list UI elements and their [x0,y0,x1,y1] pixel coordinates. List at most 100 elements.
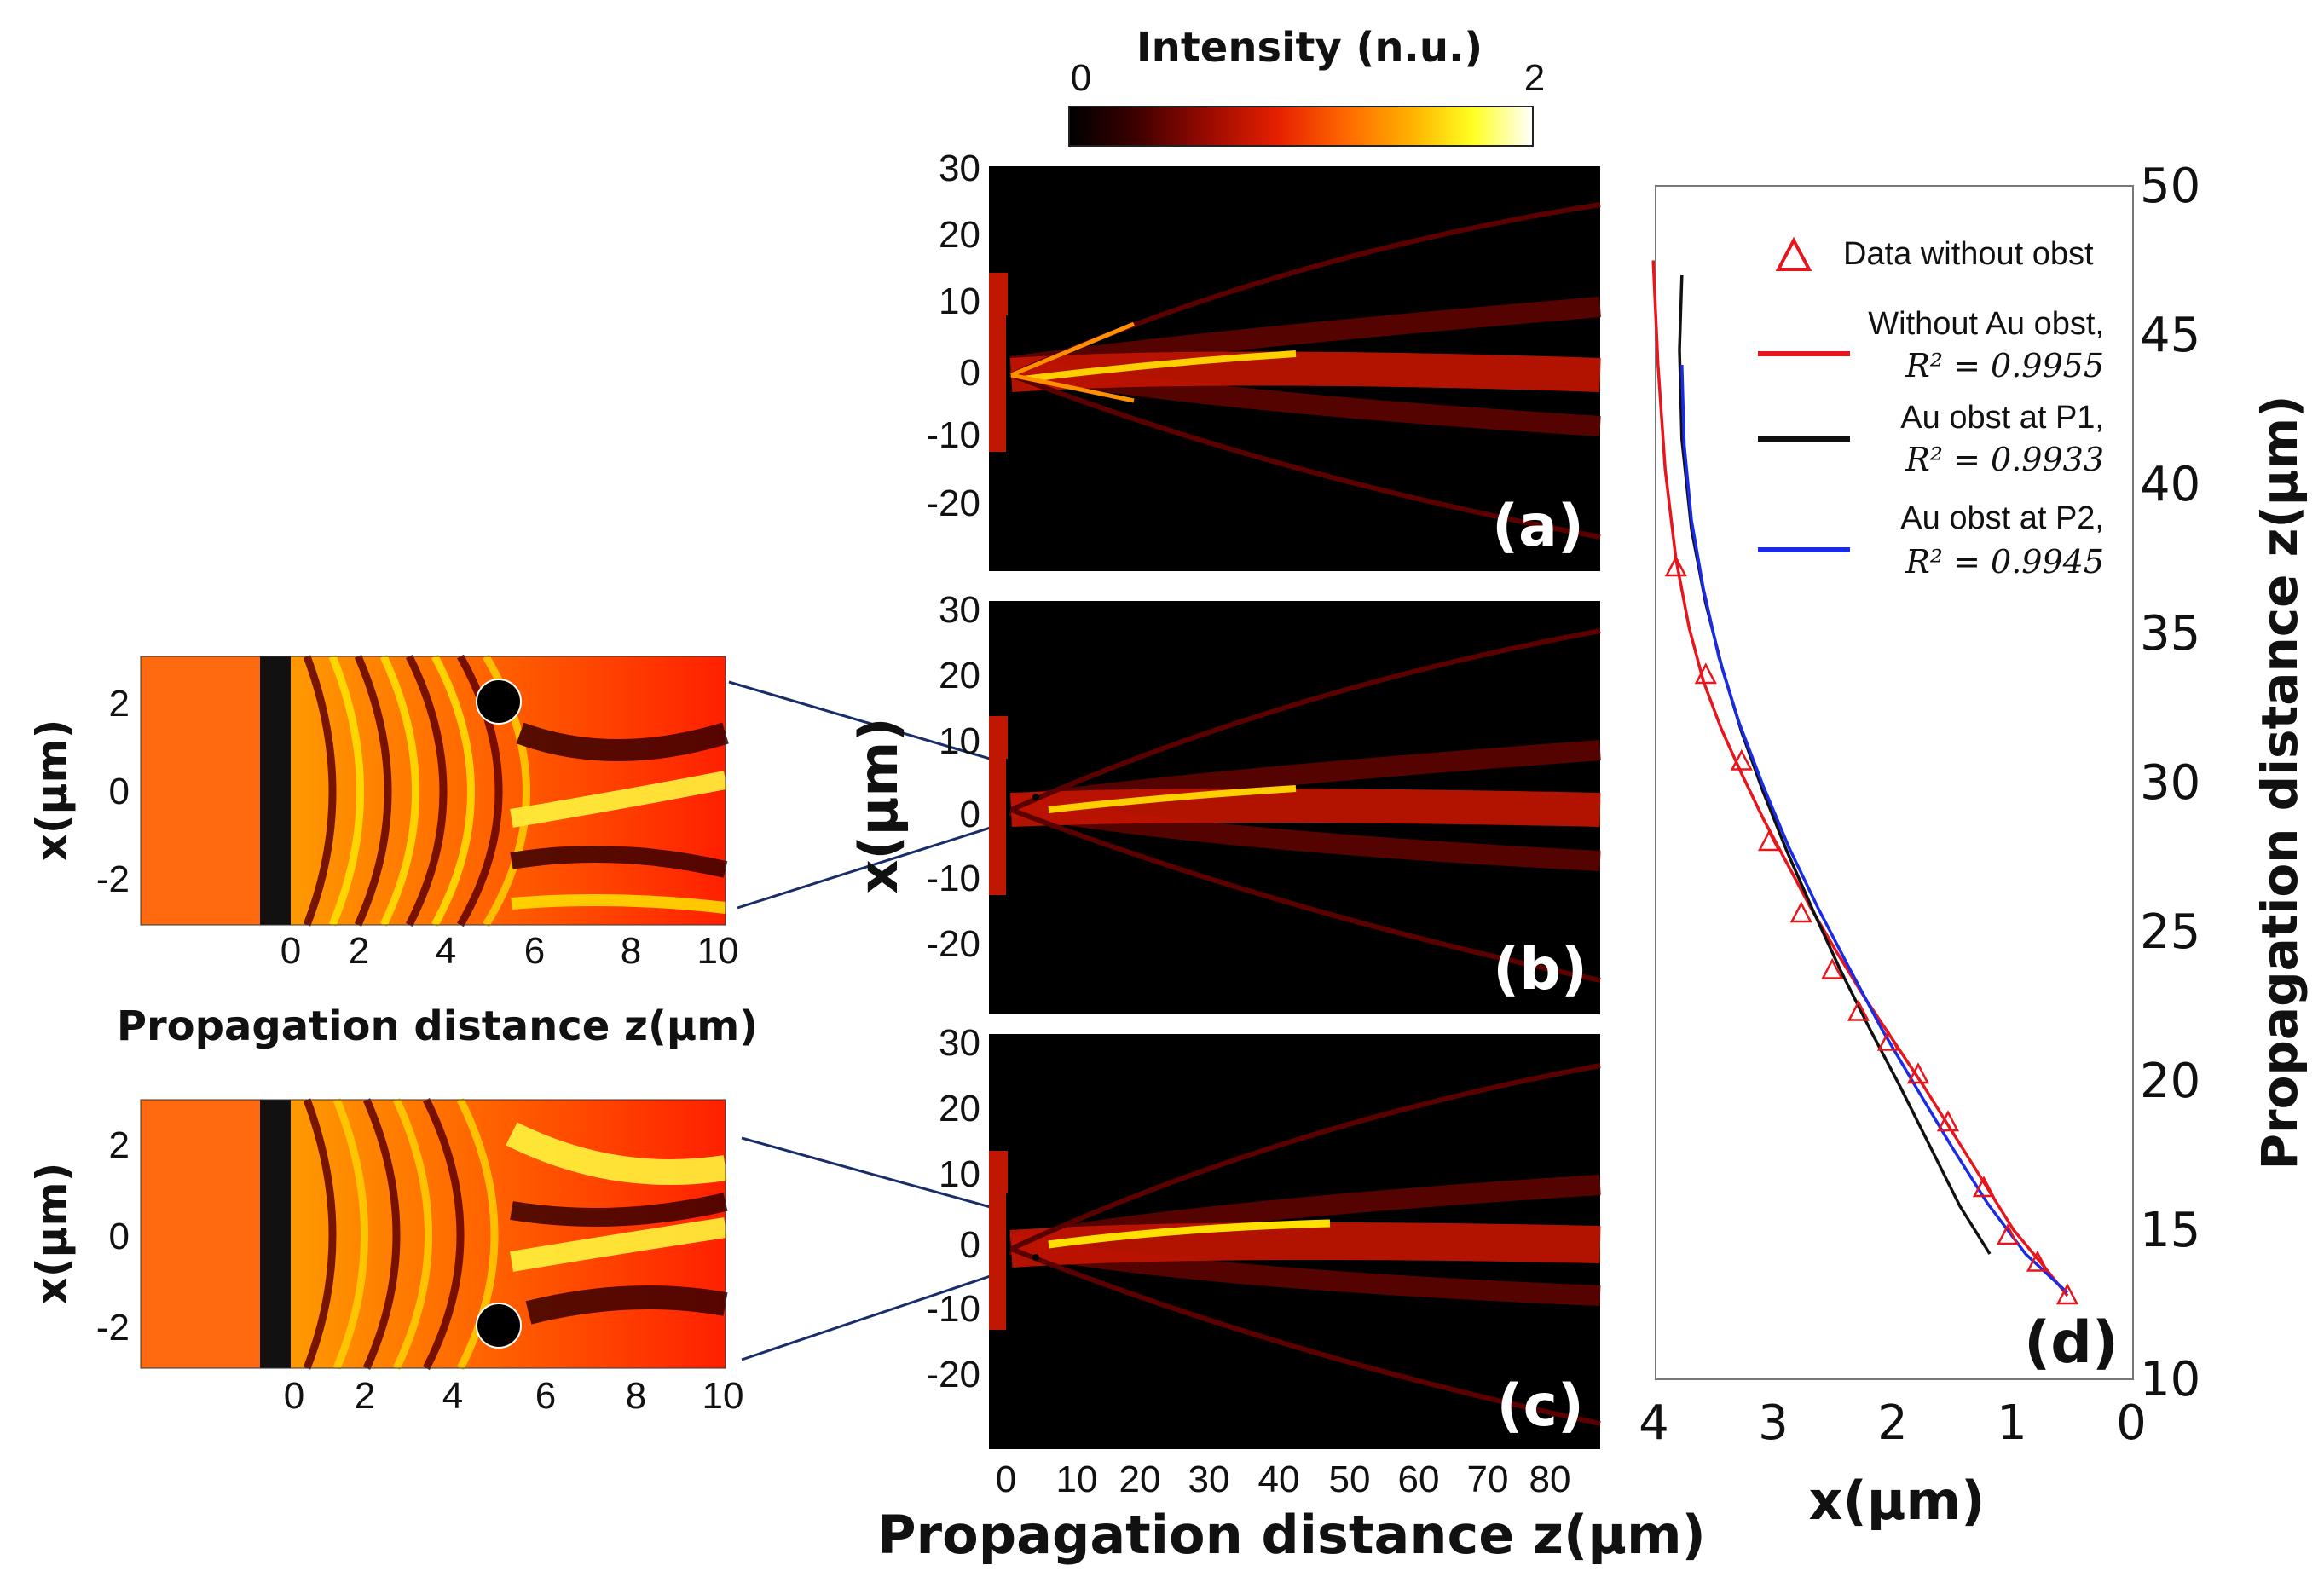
inset-bottom-xtick: 8 [626,1375,646,1417]
map-a-ytick: 30 [939,147,980,189]
connector-line [728,680,1034,773]
map-b-obstacle [1032,794,1039,800]
inset-bottom-source-region [141,1100,260,1368]
trajectory-ytick: 15 [2140,1203,2200,1258]
map-c-ytick: 30 [939,1022,980,1064]
panel-label-d: (d) [2024,1309,2119,1377]
map-xtick: 40 [1258,1459,1300,1500]
data-point-marker [1906,1062,1930,1084]
trajectory-ytick: 25 [2140,904,2200,960]
map-xtick: 0 [996,1459,1016,1500]
inset-top-xtick: 8 [621,930,641,972]
map-c-yticks: 30 20 10 0 -10 -20 [926,1022,980,1395]
trajectory-xtick: 0 [2116,1395,2147,1451]
map-b-ytick: -10 [926,858,980,899]
trajectory-line-without-au-obst [1651,260,2069,1297]
connector-line [741,1260,1034,1361]
data-point-marker [1821,957,1844,979]
map-b-ytick: -20 [926,923,980,965]
map-c-ytick: 0 [960,1224,980,1266]
map-c-ytick: 20 [939,1088,980,1129]
trajectory-yticks: 50 45 40 35 30 25 20 15 10 [2140,159,2200,1407]
inset-bottom-obstacle [476,1303,522,1349]
trajectory-plot-frame [1655,185,2134,1380]
trajectory-ytick: 45 [2140,308,2200,363]
map-c-obstacle [1032,1254,1039,1261]
inset-connectors [728,680,1034,1361]
maps-xlabel: Propagation distance z(μm) [877,1504,1706,1566]
map-a-ytick: 10 [939,280,980,322]
inset-bottom-fringes [303,1097,728,1371]
trajectory-xtick: 1 [1997,1395,2027,1451]
map-a-yticks: 30 20 10 0 -10 -20 [926,147,980,524]
data-point-marker [1936,1110,1960,1132]
map-b-beams [1009,628,1601,983]
inset-bottom-xtick: 0 [284,1375,304,1417]
map-b-ytick: 20 [939,655,980,696]
data-point-marker [2026,1250,2049,1272]
trajectory-xtick: 4 [1639,1395,1669,1451]
inset-bottom-ytick: 0 [109,1216,130,1257]
map-c-ytick: -20 [926,1354,980,1395]
panel-label-b: (b) [1493,936,1587,1003]
data-point-marker [2055,1283,2079,1305]
inset-bottom-xtick: 4 [442,1375,463,1417]
trajectory-ytick: 30 [2140,755,2200,811]
trajectory-xtick: 2 [1877,1395,1908,1451]
data-point-marker [1996,1223,2020,1245]
map-c-beams [1009,1063,1601,1426]
inset-bottom-xtick: 10 [702,1375,744,1417]
inset-top-xlabel: Propagation distance z(μm) [117,1002,758,1050]
trajectory-line-au-obst-at-p2 [1680,364,2069,1294]
inset-top-slit [260,656,291,925]
inset-top-xtick: 0 [280,930,301,972]
trajectory-chart: 4 3 2 1 0 50 45 40 35 30 25 20 15 10 x(μ… [1639,159,2309,1532]
inset-top: x(μm) 2 0 -2 0 2 4 6 8 10 Propagation di… [27,654,758,1050]
trajectory-ytick: 50 [2140,159,2200,214]
map-b-ytick: 10 [939,720,980,762]
trajectory-marker-group [1664,555,2079,1305]
trajectory-ytick: 10 [2140,1352,2200,1407]
legend-data-label: Data without obst [1843,236,2094,272]
map-a-ytick: -10 [926,414,980,456]
trajectory-ytick: 20 [2140,1054,2200,1109]
inset-top-xtick: 4 [436,930,456,972]
legend-p1-r2: R² = 0.9933 [1905,441,2104,478]
inset-bottom-ytick: 2 [109,1124,130,1166]
inset-bottom-slit [260,1100,291,1368]
map-c-ytick: -10 [926,1288,980,1330]
map-xtick: 80 [1529,1459,1571,1500]
data-point-marker [1876,1029,1900,1051]
map-c-ytick: 10 [939,1153,980,1195]
colorbar-min-label: 0 [1071,57,1091,99]
colorbar: Intensity (n.u.) 0 2 [1068,24,1545,147]
trajectory-legend: Data without obst Without Au obst, R² = … [1758,236,2104,581]
legend-p1-label: Au obst at P1, [1900,400,2104,436]
inset-bottom-xtick: 6 [535,1375,556,1417]
intensity-map-b [989,601,1601,1014]
inset-top-xtick: 6 [524,930,545,972]
connector-line [741,1136,1034,1221]
inset-top-xtick: 10 [697,930,739,972]
panel-label-c: (c) [1497,1372,1584,1440]
inset-top-ytick: 2 [109,683,130,725]
trajectory-ytick: 35 [2140,606,2200,662]
legend-triangle-icon [1775,236,1812,271]
inset-bottom-xtick: 2 [355,1375,375,1417]
inset-top-ytick: 0 [109,771,130,812]
map-xtick: 10 [1056,1459,1098,1500]
legend-without-r2: R² = 0.9955 [1905,347,2104,384]
map-xtick: 70 [1467,1459,1509,1500]
trajectory-series-group [1651,260,2069,1297]
inset-top-xtick: 2 [349,930,369,972]
map-a-beams [1009,202,1602,540]
map-b-ytick: 30 [939,589,980,631]
inset-bottom: x(μm) 2 0 -2 0 2 4 6 8 10 [27,1097,744,1417]
connector-line [737,812,1034,910]
inset-top-ytick: -2 [96,858,130,900]
map-a-ytick: 0 [960,352,980,394]
map-xtick: 50 [1329,1459,1371,1500]
legend-p2-r2: R² = 0.9945 [1905,543,2104,581]
trajectory-xlabel: x(μm) [1809,1470,1986,1532]
